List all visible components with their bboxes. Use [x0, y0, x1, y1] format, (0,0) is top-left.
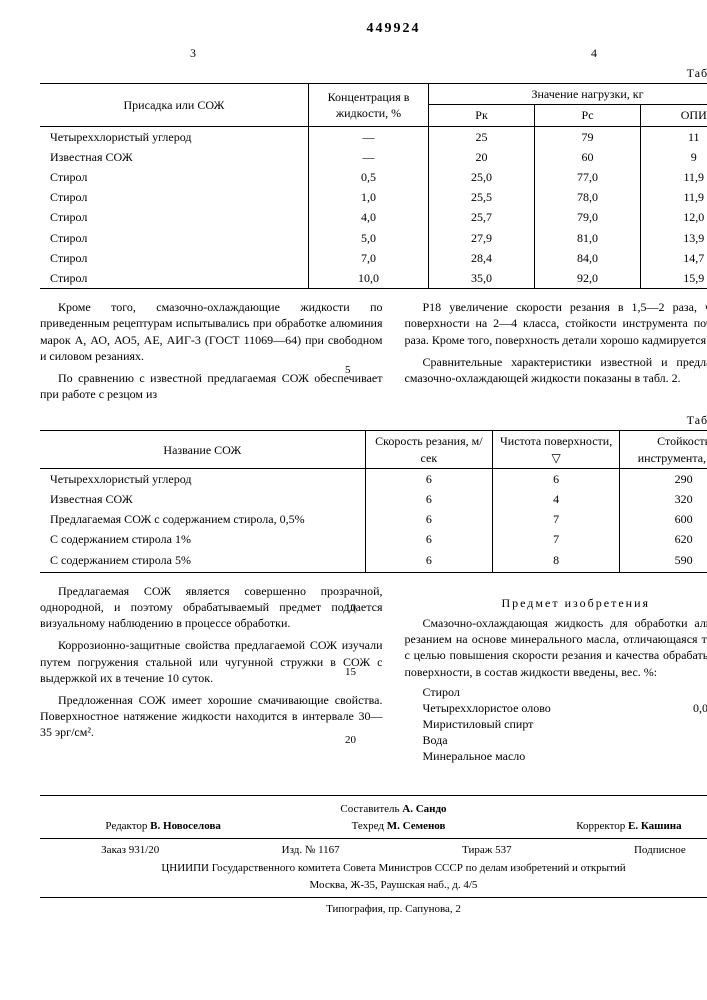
org: ЦНИИПИ Государственного комитета Совета …	[40, 861, 707, 876]
tirazh: Тираж 537	[462, 843, 512, 858]
table1: Присадка или СОЖ Концентрация в жидкости…	[40, 83, 707, 289]
editor: Редактор В. Новоселова	[105, 819, 221, 834]
list-item: Вода2—3	[405, 732, 707, 748]
t1-head-pk: Рк	[429, 105, 535, 126]
tech: Техред М. Семенов	[352, 819, 446, 834]
t2-head-name: Название СОЖ	[40, 431, 365, 468]
table-row: Стирол1,025,578,011,9	[40, 187, 707, 207]
table-row: С содержанием стирола 1%67620	[40, 529, 707, 549]
para: Предлагаемая СОЖ является совершенно про…	[40, 583, 383, 632]
table-row: Стирол4,025,779,012,0	[40, 207, 707, 227]
right-column: Предмет изобретения Смазочно-охлаждающая…	[405, 583, 707, 765]
list-item: Минеральное маслоДо 100	[405, 748, 707, 764]
ingredients-list: Стирол0,5—5 Четыреххлористое олово0,01—0…	[405, 684, 707, 765]
col-right: 4	[591, 45, 597, 61]
izd: Изд. № 1167	[282, 843, 340, 858]
list-item: Стирол0,5—5	[405, 684, 707, 700]
table-row: Стирол0,525,077,011,9	[40, 167, 707, 187]
table-row: Стирол7,028,484,014,7	[40, 248, 707, 268]
para: Коррозионно-защитные свойства предлагаем…	[40, 637, 383, 686]
typography: Типография, пр. Сапунова, 2	[40, 902, 707, 917]
claims-title: Предмет изобретения	[405, 595, 707, 611]
patent-number: 449924	[40, 20, 707, 39]
margin-5: 5	[345, 363, 351, 378]
para: По сравнению с известной предлагаемая СО…	[40, 370, 383, 402]
addr: Москва, Ж-35, Раушская наб., д. 4/5	[40, 878, 707, 893]
t1-head-opi: ОПИ	[641, 105, 707, 126]
corrector: Корректор Е. Кашина	[576, 819, 681, 834]
t2-head-clean: Чистота поверхности, ▽	[492, 431, 619, 468]
list-item: Миристиловый спирт0,5—1	[405, 716, 707, 732]
table-row: Четыреххлористый углерод66290	[40, 468, 707, 489]
table-row: Известная СОЖ—20609	[40, 147, 707, 167]
table2-caption: Таблица 2	[40, 412, 707, 428]
table1-caption: Таблица 1	[40, 65, 707, 81]
para: Кроме того, смазочно-охлаждающие жидкост…	[40, 299, 383, 364]
para: Сравнительные характеристики известной и…	[405, 354, 707, 386]
margin-15: 15	[345, 665, 356, 680]
text-block-1: Кроме того, смазочно-охлаждающие жидкост…	[40, 299, 707, 402]
table-row: Четыреххлористый углерод—257911	[40, 126, 707, 147]
t2-head-tool: Стойкость инструмента, мин	[620, 431, 707, 468]
podp: Подписное	[634, 843, 686, 858]
para: Предложенная СОЖ имеет хорошие смачивающ…	[40, 692, 383, 741]
margin-10: 10	[345, 601, 356, 616]
table-row: Известная СОЖ64320	[40, 489, 707, 509]
table-row: Стирол5,027,981,013,9	[40, 228, 707, 248]
t1-head-additive: Присадка или СОЖ	[40, 84, 308, 126]
table-row: Предлагаемая СОЖ с содержанием стирола, …	[40, 509, 707, 529]
column-numbers: 3 4	[40, 45, 707, 61]
t1-head-load: Значение нагрузки, кг	[429, 84, 707, 105]
margin-20: 20	[345, 733, 356, 748]
order: Заказ 931/20	[101, 843, 159, 858]
table-row: С содержанием стирола 5%68590	[40, 550, 707, 573]
t2-head-speed: Скорость резания, м/сек	[365, 431, 492, 468]
col-left: 3	[190, 45, 196, 61]
claims-body: Смазочно-охлаждающая жидкость для обрабо…	[405, 615, 707, 680]
table-row: Стирол10,035,092,015,9	[40, 268, 707, 289]
table2: Название СОЖ Скорость резания, м/сек Чис…	[40, 430, 707, 572]
list-item: Четыреххлористое олово0,01—0,02	[405, 700, 707, 716]
left-column: Предлагаемая СОЖ является совершенно про…	[40, 583, 383, 765]
footer: Составитель А. Сандо Редактор В. Новосел…	[40, 795, 707, 917]
para: Р18 увеличение скорости резания в 1,5—2 …	[405, 299, 707, 348]
t1-head-pc: Рс	[535, 105, 641, 126]
t1-head-conc: Концентрация в жидкости, %	[308, 84, 428, 126]
